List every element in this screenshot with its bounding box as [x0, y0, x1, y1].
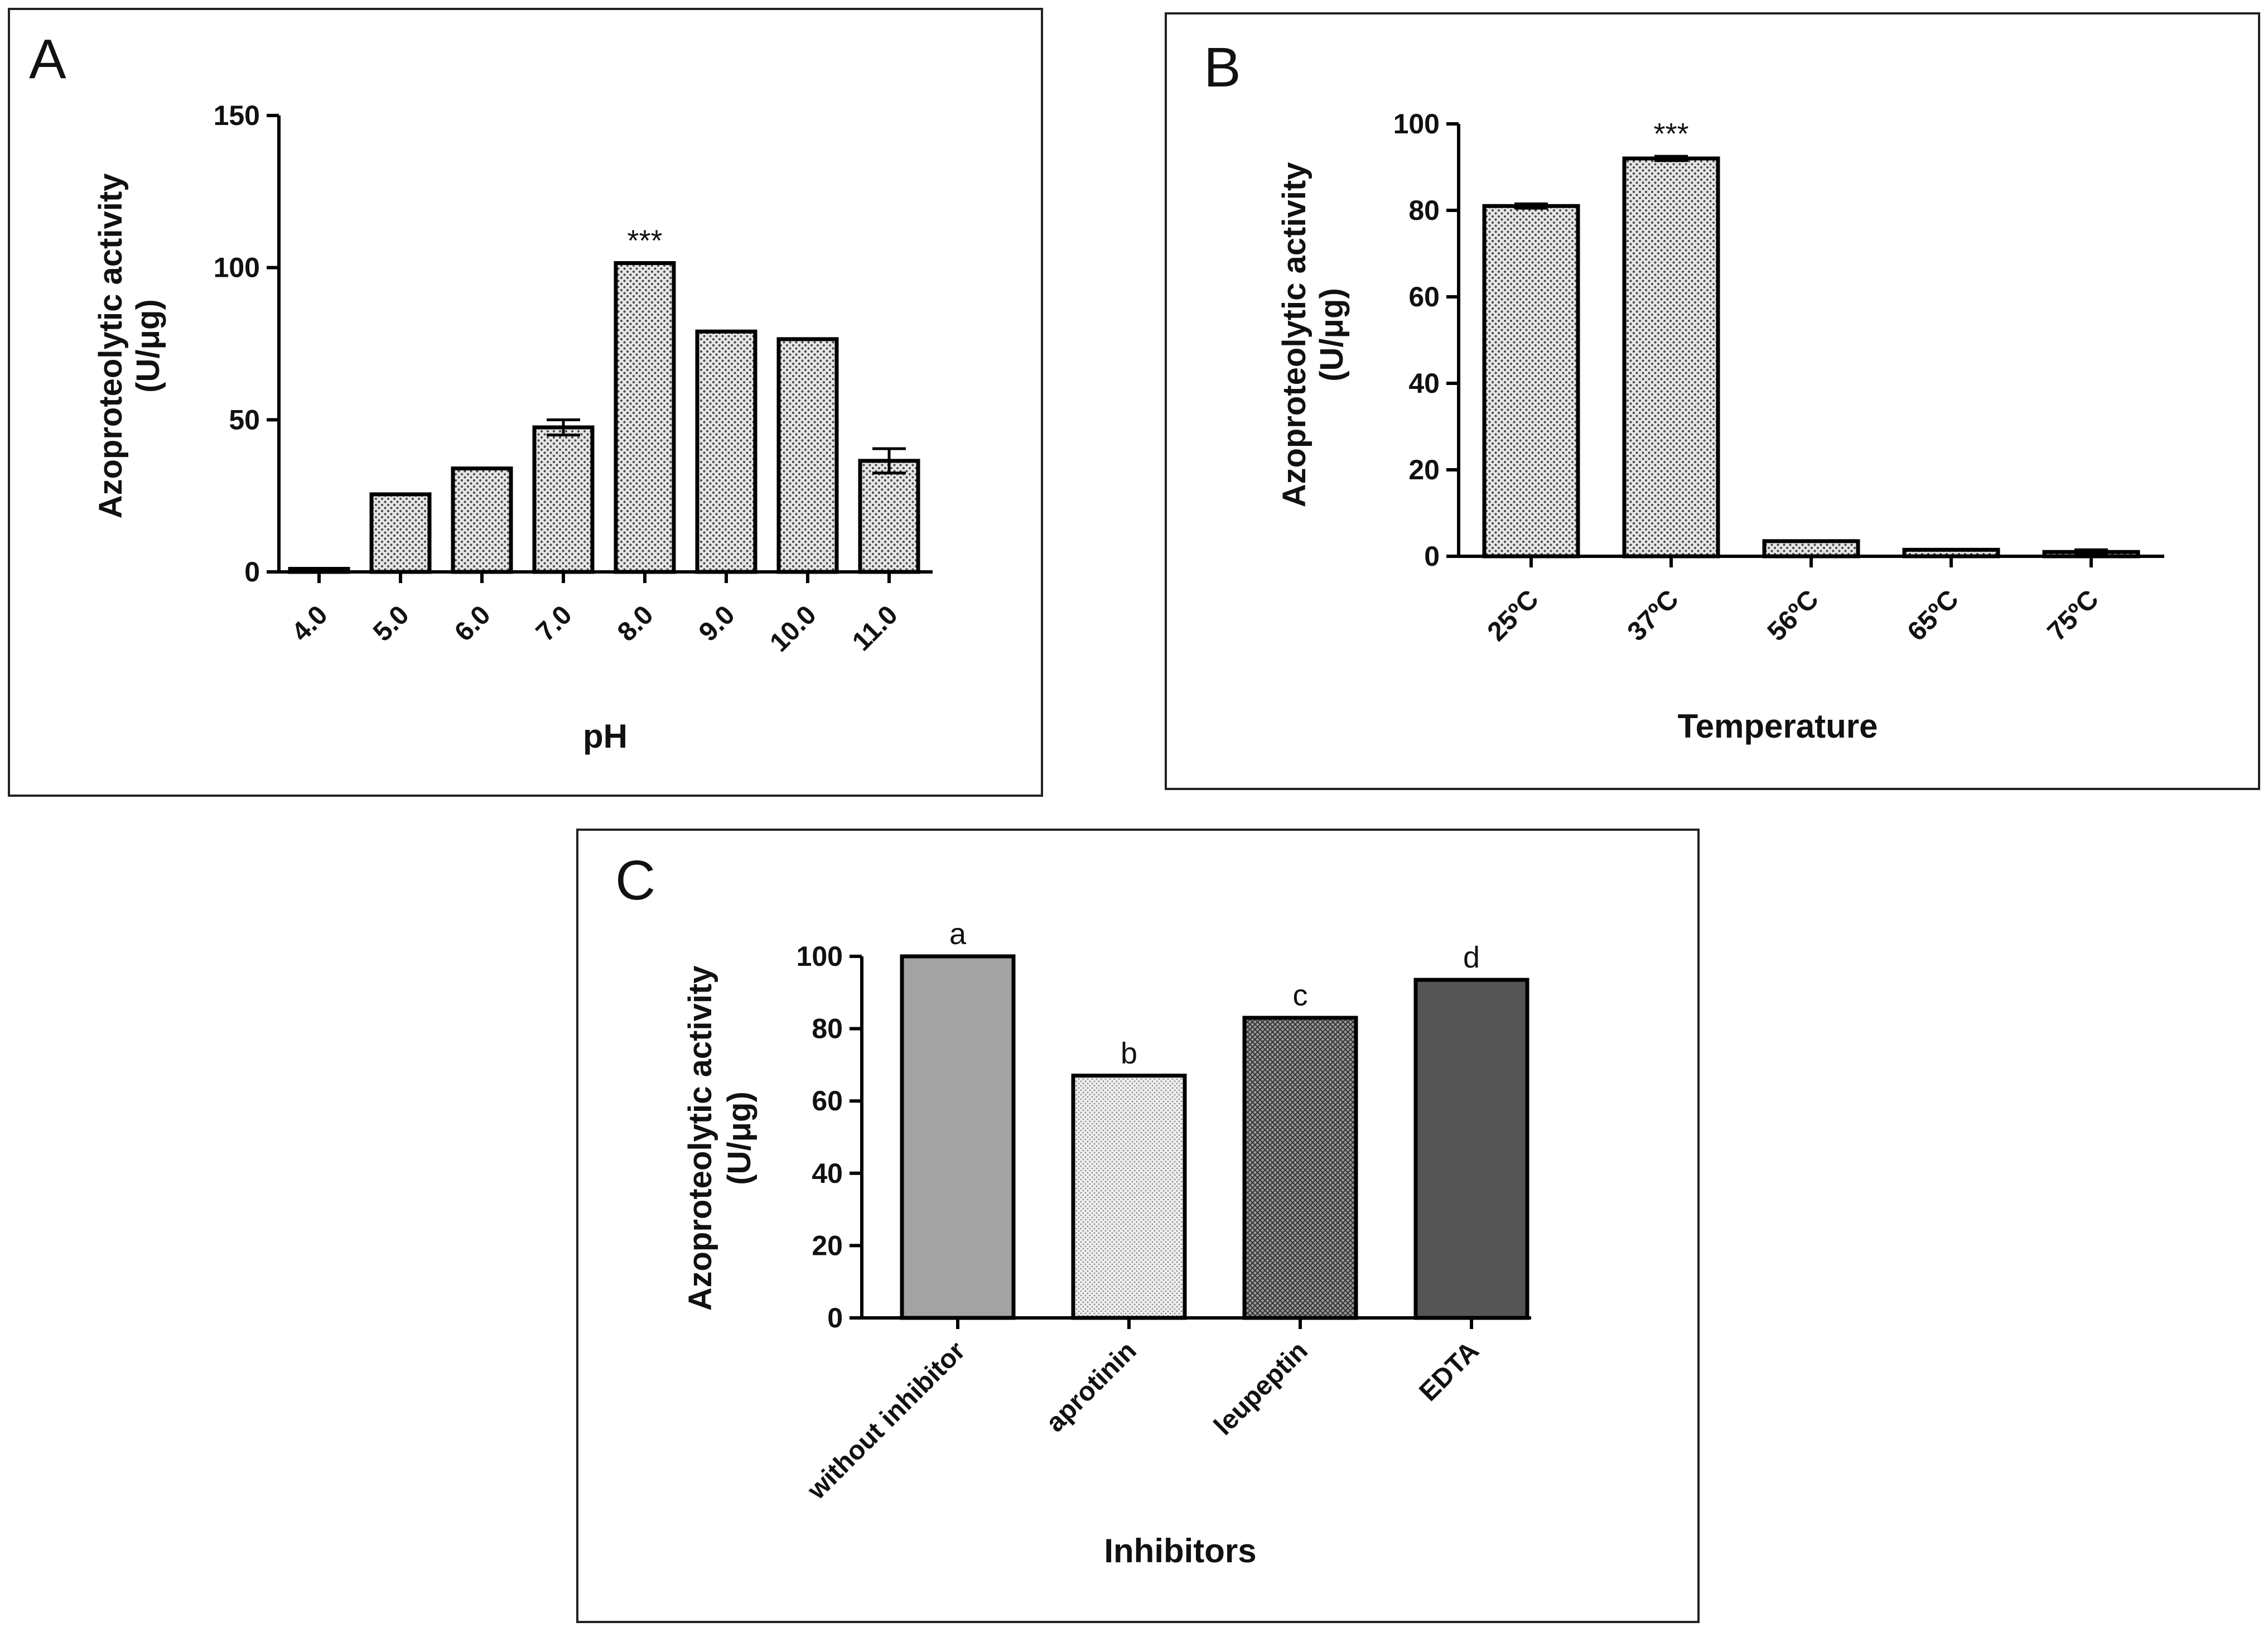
chart-a-ytick-label: 100 — [214, 252, 260, 283]
chart-b-ytick-label: 0 — [1424, 541, 1440, 572]
chart-b-ytick-label: 60 — [1408, 281, 1440, 312]
chart-b-ytick-label: 80 — [1408, 195, 1440, 226]
chart-c-category-label-4: EDTA — [1413, 1336, 1484, 1407]
chart-c-ytick-label: 20 — [812, 1230, 843, 1261]
chart-b-error-bar-2 — [1654, 155, 1688, 162]
chart-b-ytick-label: 20 — [1408, 454, 1440, 485]
chart-c-ytick-label: 60 — [812, 1085, 843, 1116]
chart-b-plot: 0 20 40 60 80 100 25ºC *** 37ºC 56ºC 65ºC 75ºC — [1393, 108, 2164, 647]
chart-a-category-label-8: 11.0 — [847, 600, 904, 657]
chart-a-error-bar-4 — [547, 418, 580, 437]
chart-b-category-label-2: 37ºC — [1622, 584, 1685, 647]
chart-a-xlabel: pH — [583, 718, 628, 755]
chart-a-category-label-1: 4.0 — [286, 600, 334, 647]
panel-b-letter: B — [1204, 36, 1241, 99]
chart-b-ytick-label: 40 — [1408, 368, 1440, 399]
chart-c-annotation-1: a — [949, 917, 967, 951]
chart-c-annotation-3: c — [1293, 979, 1308, 1012]
chart-a-bar-8 — [858, 459, 920, 574]
chart-b-bar-1 — [1482, 204, 1580, 559]
chart-a-category-label-4: 7.0 — [530, 600, 578, 647]
chart-c-bar-2 — [1071, 1074, 1187, 1320]
chart-c-bar-3 — [1242, 1015, 1358, 1320]
chart-b-ylabel-line2: (U/μg) — [1314, 288, 1350, 382]
chart-b-bar-3 — [1762, 539, 1860, 559]
chart-a-category-label-2: 5.0 — [368, 600, 415, 647]
chart-b-bar-2 — [1622, 156, 1720, 559]
chart-a-bar-4 — [532, 425, 595, 574]
chart-a-ytick-label: 150 — [214, 100, 260, 131]
chart-a-bar-7 — [776, 337, 839, 574]
panel-b-frame — [1165, 12, 2260, 790]
chart-b-ylabel-line1: Azoproteolytic activity — [1276, 162, 1312, 508]
chart-c-category-label-1: without inhibitor — [802, 1336, 971, 1505]
chart-a-ytick-label: 50 — [229, 404, 260, 435]
chart-b-category-label-5: 75ºC — [2042, 584, 2105, 647]
chart-a-bar-5 — [614, 261, 676, 574]
chart-b-xlabel: Temperature — [1677, 707, 1878, 745]
chart-a-ylabel-line1: Azoproteolytic activity — [93, 174, 129, 519]
chart-c-ylabel-line2: (U/μg) — [721, 1091, 757, 1185]
chart-b-error-bar-5 — [2074, 548, 2108, 556]
panel-b: B 0 20 40 60 80 100 25ºC *** 37ºC 56ºC 65ºC 75ºC Az… — [1165, 12, 2260, 790]
chart-c-annotation-4: d — [1463, 941, 1480, 974]
chart-c-plot: 0 20 40 60 80 100 a without inhibitor b aprotinin… — [797, 917, 1531, 1505]
chart-a-ytick-label: 0 — [244, 556, 260, 588]
chart-a-ylabel-line2: (U/μg) — [130, 299, 166, 393]
panel-c-frame — [576, 829, 1700, 1623]
chart-b-error-bar-1 — [1514, 202, 1548, 210]
chart-a-bar-1 — [288, 567, 350, 574]
chart-c-bar-4 — [1413, 978, 1529, 1320]
chart-c-xlabel: Inhibitors — [1104, 1532, 1256, 1570]
chart-a-category-label-7: 10.0 — [764, 600, 822, 658]
chart-a-category-label-3: 6.0 — [449, 600, 496, 647]
chart-b-category-label-3: 56ºC — [1762, 584, 1825, 647]
chart-c-category-label-2: aprotinin — [1040, 1336, 1142, 1438]
chart-c-bar-1 — [900, 954, 1016, 1320]
chart-b-bar-4 — [1902, 547, 2000, 559]
chart-a-category-label-6: 9.0 — [693, 600, 741, 647]
chart-c-category-label-3: leupeptin — [1208, 1336, 1313, 1441]
chart-a-error-bar-8 — [872, 447, 906, 475]
chart-a-annotation-5: *** — [627, 224, 662, 257]
chart-a-plot: 0 50 100 150 4.0 5.0 6.0 7.0 *** 8.0 9.0 10.0 11.0 — [214, 100, 933, 658]
chart-a-bar-6 — [695, 329, 757, 574]
chart-b-category-label-4: 65ºC — [1902, 584, 1965, 647]
panel-a-letter: A — [29, 28, 66, 90]
chart-c-ytick-label: 80 — [812, 1013, 843, 1044]
chart-c-annotation-2: b — [1121, 1037, 1137, 1070]
chart-a-bar-3 — [451, 466, 513, 574]
chart-b-ytick-label: 100 — [1393, 108, 1440, 139]
panel-c: C 0 20 40 60 80 100 a without inhibitor b aprotin… — [576, 829, 1700, 1623]
chart-b-annotation-2: *** — [1653, 117, 1688, 151]
panel-c-letter: C — [615, 849, 655, 912]
panel-a: A 0 50 100 150 4.0 5.0 6.0 7.0 *** 8.0 9.0 10.0 11.0… — [8, 8, 1043, 797]
chart-c-ytick-label: 0 — [827, 1302, 843, 1334]
chart-a-bar-2 — [369, 492, 432, 574]
chart-b-category-label-1: 25ºC — [1482, 584, 1545, 647]
chart-a-category-label-5: 8.0 — [612, 600, 659, 647]
panel-a-frame — [8, 8, 1043, 797]
chart-c-ytick-label: 100 — [797, 941, 843, 972]
chart-c-ytick-label: 40 — [812, 1158, 843, 1189]
chart-c-ylabel-line1: Azoproteolytic activity — [682, 966, 718, 1311]
